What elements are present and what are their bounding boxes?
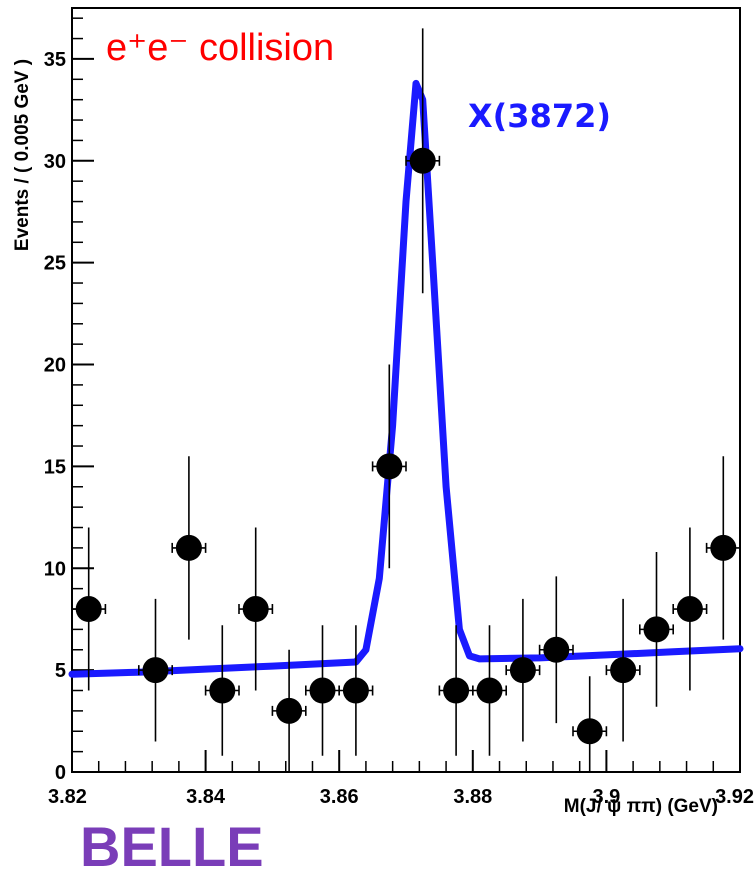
data-point: [238, 527, 274, 691]
y-axis-title: Events / ( 0.005 GeV ): [12, 59, 33, 251]
signal-annotation: X(3872): [468, 97, 611, 135]
y-axis: 0 5 10 15 20 25 30 35: [44, 17, 94, 784]
y-tick-label: 15: [44, 456, 66, 478]
data-point: [204, 625, 240, 756]
data-point-marker: [576, 718, 603, 745]
data-point: [538, 576, 574, 724]
x-tick-label: 3.9: [592, 786, 620, 808]
y-tick-label: 10: [44, 558, 66, 580]
data-point: [171, 456, 207, 640]
data-point-marker: [610, 657, 637, 684]
data-point-marker: [376, 453, 403, 480]
y-tick-label: 30: [44, 151, 66, 173]
data-point: [605, 598, 641, 742]
data-point: [572, 676, 608, 772]
data-point: [638, 551, 675, 707]
data-point-marker: [710, 534, 737, 561]
data-point-marker: [242, 596, 269, 623]
data-point-marker: [142, 657, 169, 684]
data-point: [338, 625, 374, 756]
data-point: [438, 625, 474, 756]
x-tick-label: 3.82: [48, 786, 87, 808]
y-tick-label: 35: [44, 49, 66, 71]
y-tick-label: 25: [44, 253, 66, 275]
data-point-marker: [276, 697, 303, 724]
data-point: [672, 527, 708, 691]
x-tick-label: 3.92: [715, 786, 754, 808]
data-point-marker: [209, 677, 236, 704]
y-tick-label: 20: [44, 355, 66, 377]
x-axis-title: M(J/ ψ ππ) (GeV): [564, 796, 718, 817]
data-points-series: [71, 28, 741, 772]
x-tick-label: 3.84: [186, 786, 226, 808]
data-point-marker: [75, 596, 102, 623]
data-point-marker: [443, 677, 470, 704]
plot-frame-border: [71, 7, 741, 773]
x-tick-label: 3.88: [453, 786, 492, 808]
plot-frame: [71, 7, 741, 773]
data-point: [505, 598, 541, 742]
data-point: [304, 625, 341, 756]
data-point: [371, 364, 407, 569]
data-point: [471, 625, 508, 756]
fit-curve: [68, 79, 744, 678]
data-point-marker: [409, 147, 436, 174]
data-point-marker: [643, 616, 670, 643]
data-point-marker: [309, 677, 336, 704]
data-point: [71, 527, 107, 691]
x-tick-label: 3.86: [320, 786, 359, 808]
y-tick-label: 0: [55, 762, 66, 784]
data-point: [705, 456, 741, 640]
y-tick-label: 5: [55, 660, 66, 682]
collision-annotation: e⁺e⁻ collision: [106, 27, 334, 69]
data-point-marker: [175, 534, 202, 561]
data-point: [271, 649, 307, 772]
experiment-annotation: BELLE: [80, 815, 264, 878]
x-axis: 3.82 3.84 3.86 3.88 3.9 3.92: [48, 750, 754, 808]
data-point: [405, 28, 441, 294]
data-point-marker: [342, 677, 369, 704]
data-point: [138, 598, 173, 742]
data-point-marker: [509, 657, 536, 684]
data-point-marker: [543, 636, 570, 663]
data-point-marker: [476, 677, 503, 704]
data-point-marker: [676, 596, 703, 623]
fit-curve-series: [68, 79, 744, 678]
